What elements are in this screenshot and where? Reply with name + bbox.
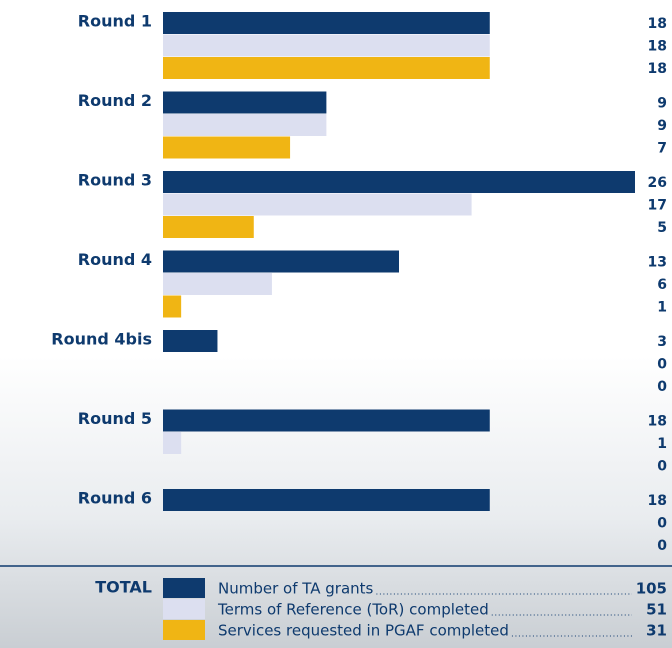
bar: [163, 250, 399, 273]
legend-swatch: [163, 578, 205, 598]
value-label: 18: [648, 61, 667, 77]
legend-label: Number of TA grants: [218, 580, 374, 598]
category-label: Round 5: [78, 409, 152, 428]
bar: [163, 330, 218, 352]
legend-total: 105: [636, 580, 667, 598]
category-label: Round 6: [78, 489, 152, 508]
value-label: 7: [657, 141, 667, 157]
bar: [163, 171, 635, 193]
bar: [163, 295, 182, 318]
value-label: 6: [657, 277, 667, 293]
value-label: 9: [657, 96, 667, 112]
value-label: 17: [648, 198, 667, 214]
value-label: 0: [657, 379, 667, 395]
bar: [163, 136, 291, 159]
legend-swatch: [163, 599, 205, 619]
bar: [163, 34, 490, 57]
bar: [163, 216, 254, 238]
bar: [163, 273, 272, 295]
value-label: 26: [648, 175, 667, 191]
category-label: Round 4bis: [51, 330, 152, 349]
value-label: 0: [657, 357, 667, 373]
bar: [163, 57, 490, 79]
category-label: Round 3: [78, 171, 152, 190]
category-label: Round 1: [78, 12, 152, 31]
value-label: 5: [657, 220, 667, 236]
bar: [163, 489, 490, 511]
bar: [163, 12, 490, 34]
value-label: 9: [657, 118, 667, 134]
value-label: 0: [657, 538, 667, 554]
legend-label: Services requested in PGAF completed: [218, 622, 509, 640]
value-label: 18: [648, 16, 667, 32]
legend-total: 51: [646, 601, 667, 619]
bar: [163, 409, 490, 432]
bar: [163, 193, 472, 216]
value-label: 13: [648, 255, 667, 271]
legend-swatch: [163, 620, 205, 640]
value-label: 18: [648, 493, 667, 509]
value-label: 0: [657, 516, 667, 532]
bar: [163, 432, 182, 454]
value-label: 18: [648, 39, 667, 55]
value-label: 0: [657, 459, 667, 475]
value-label: 18: [648, 414, 667, 430]
value-label: 1: [657, 300, 667, 316]
legend-label: Terms of Reference (ToR) completed: [217, 601, 489, 619]
bar: [163, 91, 327, 114]
value-label: 3: [657, 334, 667, 350]
total-label: TOTAL: [95, 578, 152, 597]
category-label: Round 2: [78, 91, 152, 110]
bar: [163, 114, 327, 136]
legend-total: 31: [646, 622, 667, 640]
category-label: Round 4: [78, 250, 152, 269]
value-label: 1: [657, 436, 667, 452]
